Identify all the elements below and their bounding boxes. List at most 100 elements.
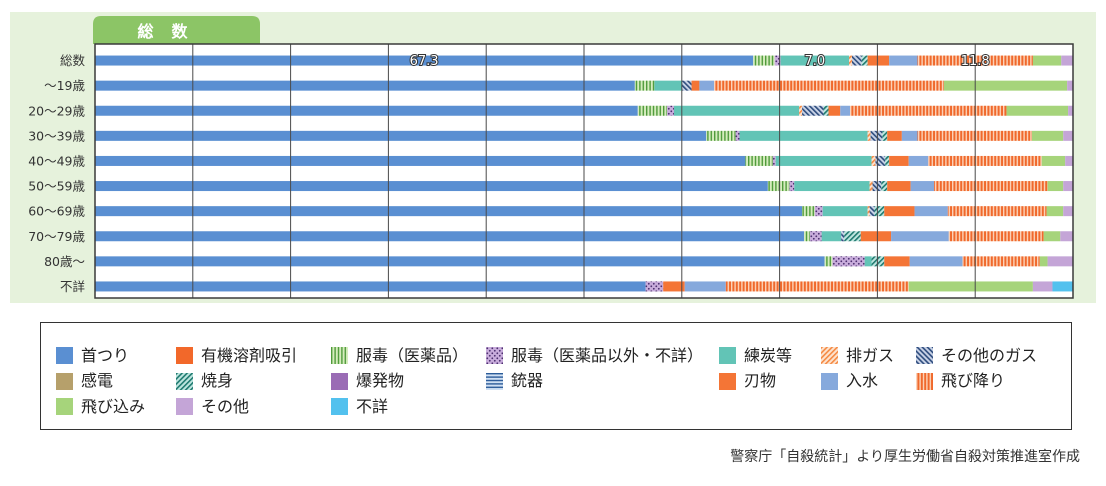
bar-segment-r0-s2	[753, 55, 775, 66]
bar-segment-r6-s4	[822, 206, 868, 217]
bar-segment-r9-s13	[725, 281, 909, 292]
category-label: 〜19歳	[44, 78, 85, 93]
category-label: 20〜29歳	[28, 103, 85, 118]
legend-item: 感電	[56, 371, 176, 391]
bar-segment-r7-s11	[860, 231, 892, 242]
bar-segment-r7-s2	[804, 231, 810, 242]
bar-segment-r2-s0	[95, 105, 638, 116]
legend-label: 飛び込み	[81, 396, 146, 416]
category-label: 40〜49歳	[28, 153, 85, 168]
bar-segment-r3-s6	[870, 130, 883, 141]
bar-segment-r8-s4	[864, 256, 872, 267]
bar-segment-r4-s3	[772, 155, 776, 166]
category-label: 総数	[60, 53, 86, 68]
bar-segment-r6-s6	[869, 206, 875, 217]
chart: 総 数 総数〜19歳 20〜29歳 30〜39歳 40〜49歳 50〜59歳 60〜69歳…	[10, 12, 1096, 303]
bar-segment-r5-s8	[881, 181, 888, 192]
bar-segment-r0-s15	[1061, 55, 1073, 66]
bar-segment-r1-s4	[654, 80, 682, 91]
legend-swatch	[821, 347, 838, 365]
legend-item: 入水	[821, 372, 916, 390]
bar-segment-r3-s12	[901, 130, 918, 141]
legend-item: 飛び降り	[916, 371, 1071, 391]
legend-label: 飛び降り	[941, 371, 1006, 391]
bar-segment-r7-s4	[821, 231, 842, 242]
bar-segment-r0-s12	[889, 55, 918, 66]
legend-item: 飛び込み	[56, 396, 176, 416]
bar-segment-r6-s13	[947, 206, 1047, 217]
bar-segment-r4-s6	[875, 155, 886, 166]
legend-swatch	[56, 347, 73, 365]
bar-segment-r9-s3	[645, 281, 664, 292]
bar-segment-r4-s0	[95, 155, 746, 166]
legend-label: 刃物	[744, 371, 777, 391]
bar-segment-r0-s14	[1032, 55, 1062, 66]
bar-segment-r8-s13	[962, 256, 1040, 267]
bar-segment-r5-s12	[910, 181, 935, 192]
bar-segment-r3-s14	[1031, 130, 1064, 141]
bar-segment-r0-s4	[780, 55, 850, 66]
legend-item: 有機溶剤吸引	[176, 345, 331, 365]
bar-segment-r3-s11	[887, 130, 902, 141]
bar-segment-r4-s13	[928, 155, 1042, 166]
bar-segment-r6-s5	[867, 206, 870, 217]
bar-segment-r0-s0	[95, 55, 754, 66]
legend-swatch	[56, 398, 73, 416]
legend-swatch	[719, 372, 736, 390]
legend-label: 有機溶剤吸引	[201, 345, 298, 365]
bar-segment-r9-s12	[684, 281, 726, 292]
legend-label: その他	[201, 396, 250, 416]
legend-item: 不詳	[331, 398, 486, 416]
bar-segment-r5-s5	[869, 181, 873, 192]
chart-title-tab	[93, 16, 260, 44]
legend-label: 感電	[81, 371, 114, 391]
category-label: 50〜59歳	[28, 179, 85, 194]
legend-swatch	[486, 372, 503, 390]
bar-segment-r4-s5	[871, 155, 876, 166]
bar-segment-r9-s16	[1052, 281, 1073, 292]
legend-label: 服毒（医薬品）	[356, 345, 469, 365]
bar-segment-r7-s12	[891, 231, 949, 242]
bar-segment-r2-s3	[667, 105, 674, 116]
legend-label: 練炭等	[744, 345, 793, 365]
bar-segment-r5-s3	[789, 181, 795, 192]
bar-segment-r9-s14	[908, 281, 1033, 292]
bar-segment-r3-s5	[867, 130, 871, 141]
bar-segment-r7-s13	[948, 231, 1044, 242]
category-labels: 総数〜19歳 20〜29歳 30〜39歳 40〜49歳 50〜59歳 60〜69歳 70〜7…	[28, 53, 85, 294]
legend-label: 焼身	[201, 371, 234, 391]
bar-segment-r6-s11	[884, 206, 915, 217]
bar-segment-r4-s15	[1065, 155, 1073, 166]
source-note: 警察庁「自殺統計」より厚生労働省自殺対策推進室作成	[730, 449, 1080, 465]
bar-segment-r6-s0	[95, 206, 803, 217]
legend: 首つり 有機溶剤吸引 服毒（医薬品） 服毒（医薬品以外・不詳） 練炭等 排ガス その他のガス…	[40, 322, 1072, 430]
legend-swatch	[176, 347, 193, 365]
bar-segment-r8-s2	[824, 256, 833, 267]
bar-segment-r7-s6	[841, 231, 845, 242]
bar-segment-r4-s2	[745, 155, 773, 166]
legend-swatch	[331, 398, 348, 416]
bar-segment-r5-s0	[95, 181, 768, 192]
bar-segment-r8-s0	[95, 256, 825, 267]
bar-segment-r0-s3	[774, 55, 781, 66]
bar-segment-r9-s0	[95, 281, 646, 292]
bar-segment-r3-s2	[706, 130, 736, 141]
bar-segment-r0-s6	[851, 55, 862, 66]
bar-segment-r1-s13	[714, 80, 944, 91]
bar-segment-r4-s8	[885, 155, 890, 166]
bar-segment-r2-s15	[1068, 105, 1073, 116]
legend-item: 排ガス	[821, 345, 916, 365]
legend-label: 排ガス	[846, 345, 895, 365]
bar-segment-r4-s11	[889, 155, 909, 166]
bar-segment-r7-s3	[809, 231, 822, 242]
legend-item: 練炭等	[719, 345, 821, 365]
legend-item: その他のガス	[916, 347, 1071, 365]
bar-segment-r6-s8	[874, 206, 885, 217]
bar-segment-r2-s11	[828, 105, 841, 116]
bar-segment-r4-s4	[775, 155, 872, 166]
data-label: 11.8	[961, 54, 990, 69]
legend-swatch	[56, 372, 73, 390]
legend-item: 刃物	[719, 371, 821, 391]
legend-swatch	[331, 347, 348, 365]
